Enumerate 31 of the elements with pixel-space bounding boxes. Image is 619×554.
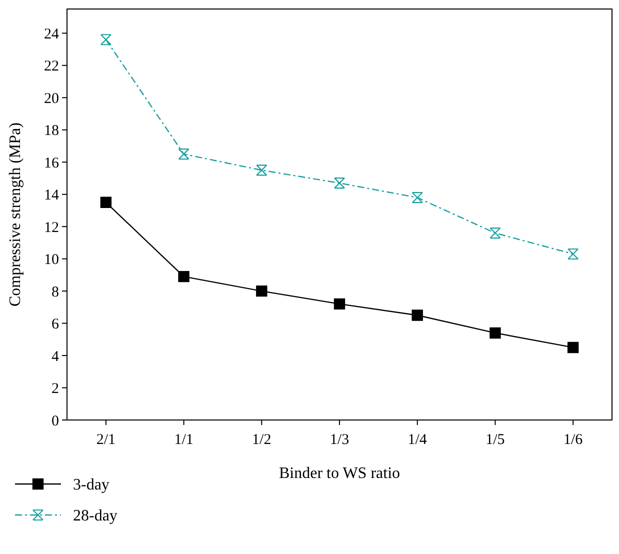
y-tick-label: 6 <box>52 316 60 333</box>
point <box>568 248 579 260</box>
point <box>256 164 268 176</box>
y-tick-label: 22 <box>44 58 59 75</box>
y-tick-label: 20 <box>44 90 59 107</box>
point <box>490 227 501 239</box>
x-axis-title: Binder to WS ratio <box>278 465 400 482</box>
point <box>100 34 112 46</box>
y-tick-label: 14 <box>44 188 60 204</box>
y-tick-label: 16 <box>44 155 60 172</box>
y-axis-title: Compressive strength (MPa) <box>7 122 24 306</box>
legend-label: 28-day <box>73 508 118 525</box>
x-tick-label: 1/6 <box>563 432 584 448</box>
x-tick-label: 1/3 <box>330 432 350 448</box>
x-tick-label: 1/2 <box>252 432 272 448</box>
x-tick-label: 1/1 <box>174 432 194 448</box>
y-tick-label: 10 <box>44 252 59 268</box>
y-tick-label: 18 <box>44 123 59 140</box>
y-tick-label: 24 <box>44 26 60 42</box>
point <box>334 178 346 189</box>
point <box>178 148 190 160</box>
y-tick-label: 4 <box>52 348 60 365</box>
y-tick-label: 2 <box>52 381 59 398</box>
x-tick-label: 1/4 <box>408 432 428 448</box>
legend-label: 3-day <box>73 476 110 494</box>
y-tick-label: 12 <box>44 220 59 236</box>
x-tick-label: 1/5 <box>486 432 505 448</box>
x-tick-label: 2/1 <box>96 432 116 448</box>
point <box>412 192 423 204</box>
y-tick-label: 0 <box>52 413 59 430</box>
y-tick-label: 8 <box>52 284 59 300</box>
